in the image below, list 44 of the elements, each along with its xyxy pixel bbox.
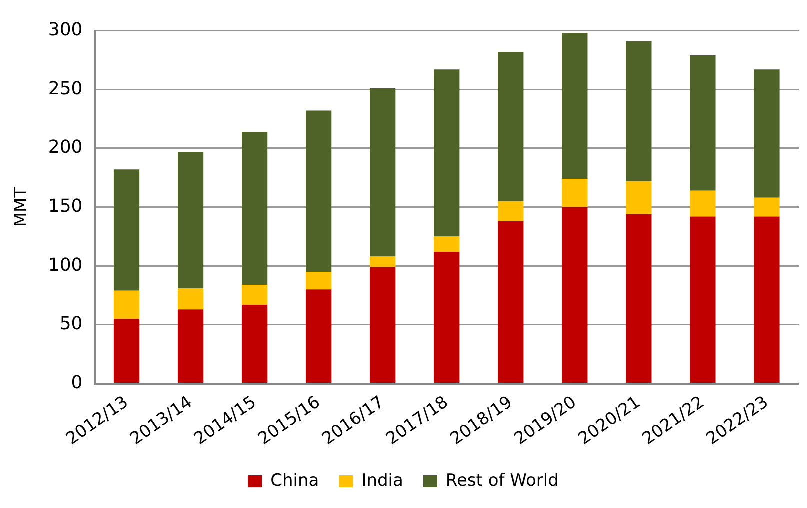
- bar: [690, 216, 716, 384]
- bar: [690, 56, 716, 191]
- bar: [626, 181, 652, 214]
- y-tick-label: 250: [48, 78, 83, 100]
- bar: [754, 198, 780, 217]
- bar: [626, 41, 652, 182]
- bar: [114, 170, 140, 291]
- bar: [754, 70, 780, 198]
- bar: [178, 310, 204, 384]
- bar: [178, 152, 204, 288]
- bar: [562, 207, 588, 384]
- bar: [306, 272, 332, 290]
- bar: [370, 88, 396, 257]
- bar: [306, 290, 332, 384]
- bar: [114, 290, 140, 320]
- bar: [498, 221, 524, 384]
- bar: [178, 288, 204, 310]
- bar: [242, 132, 268, 285]
- bar: [306, 110, 332, 272]
- bar: [562, 179, 588, 208]
- legend-label: Rest of World: [446, 470, 559, 491]
- bar: [626, 214, 652, 384]
- legend-label: China: [270, 470, 320, 491]
- bar: [242, 304, 268, 384]
- y-tick-label: 50: [60, 314, 83, 335]
- bar: [370, 267, 396, 384]
- y-tick-label: 300: [48, 19, 83, 40]
- bar: [434, 252, 460, 384]
- bar: [370, 256, 396, 268]
- y-tick-label: 200: [48, 137, 83, 158]
- bar: [690, 190, 716, 217]
- bar: [242, 284, 268, 305]
- legend-label: India: [362, 470, 404, 491]
- bar: [498, 201, 524, 222]
- bar: [434, 236, 460, 252]
- y-axis-title: MMT: [12, 186, 32, 228]
- bar: [754, 216, 780, 384]
- bar: [498, 52, 524, 202]
- bar: [562, 33, 588, 180]
- bar: [434, 70, 460, 237]
- bar: [114, 319, 140, 384]
- y-tick-label: 100: [48, 254, 83, 276]
- y-tick-label: 0: [71, 372, 83, 394]
- y-tick-label: 150: [48, 196, 83, 217]
